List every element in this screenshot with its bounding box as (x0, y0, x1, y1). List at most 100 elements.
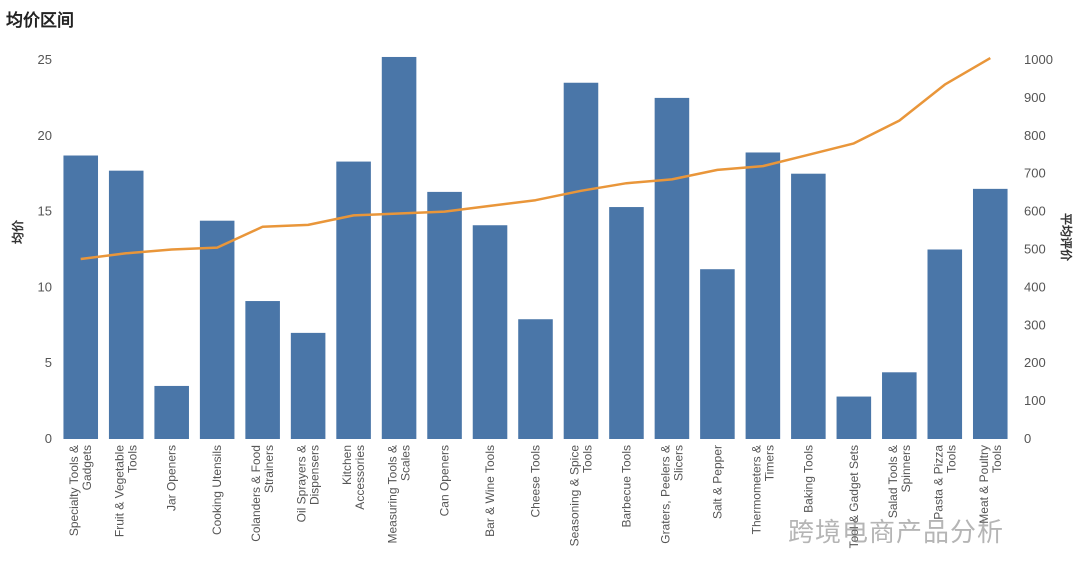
left-tick-label: 0 (45, 431, 52, 446)
category-label-14: Salt & Pepper (710, 445, 724, 519)
bar-9 (472, 225, 508, 439)
left-tick-label: 10 (38, 279, 52, 294)
category-label-line: Seasoning & Spice (568, 445, 582, 547)
bar-12 (609, 207, 644, 439)
category-label-line: Salad Tools & (886, 445, 900, 518)
category-label-line: Tools (944, 445, 958, 473)
category-label-line: Tools (581, 445, 595, 473)
right-tick-label: 300 (1024, 317, 1046, 332)
left-tick-label: 5 (45, 355, 52, 370)
category-label-line: Accessories (353, 445, 367, 510)
category-label-19: Pasta & Pizza Tools (931, 445, 958, 520)
category-label-line: Tools (990, 445, 1004, 473)
right-tick-label: 200 (1024, 355, 1046, 370)
category-label-0: Specialty Tools & Gadgets (67, 445, 94, 536)
category-label-8: Can Openers (438, 445, 452, 516)
category-label-17: Tool & Gadget Sets (847, 445, 861, 548)
bar-17 (836, 396, 872, 439)
category-label-20: Meat & Poultry Tools (977, 445, 1004, 524)
category-label-line: Dispensers (308, 445, 322, 505)
category-label-line: Spinners (899, 445, 913, 492)
category-labels: Specialty Tools & Gadgets Fruit & Vegetabl… (67, 445, 1004, 549)
category-label-line: Cheese Tools (529, 445, 543, 518)
bar-20 (972, 188, 1008, 439)
category-label-11: Seasoning & Spice Tools (568, 445, 595, 547)
bar-19 (927, 249, 963, 439)
bar-10 (518, 319, 553, 439)
category-label-line: Timers (762, 445, 776, 481)
bar-6 (336, 161, 371, 439)
category-label-line: Strainers (262, 445, 276, 493)
category-label-7: Measuring Tools & Scales (386, 445, 413, 544)
bar-0 (63, 155, 99, 439)
category-label-line: Thermometers & (749, 445, 763, 534)
category-label-line: Meat & Poultry (977, 445, 991, 524)
left-tick-label: 15 (38, 204, 52, 219)
right-tick-label: 800 (1024, 128, 1046, 143)
right-tick-label: 900 (1024, 90, 1046, 105)
right-tick-label: 500 (1024, 242, 1046, 257)
category-label-line: Cooking Utensils (210, 445, 224, 535)
right-tick-label: 1000 (1024, 52, 1053, 67)
bar-8 (427, 191, 462, 439)
right-tick-label: 0 (1024, 431, 1031, 446)
line-series (80, 57, 991, 261)
left-axis-title: 均价 (10, 219, 25, 244)
right-tick-label: 100 (1024, 393, 1046, 408)
bar-series (63, 56, 1008, 440)
bar-13 (654, 97, 690, 440)
category-label-line: Tools (126, 445, 140, 473)
category-label-16: Baking Tools (801, 445, 815, 513)
category-label-18: Salad Tools & Spinners (886, 445, 913, 518)
category-label-line: Graters, Peelers & (658, 445, 672, 544)
category-label-1: Fruit & Vegetable Tools (113, 445, 140, 537)
bar-11 (563, 82, 599, 440)
category-label-13: Graters, Peelers & Slicers (658, 445, 685, 544)
category-label-line: Barbecue Tools (620, 445, 634, 528)
category-label-line: Measuring Tools & (386, 445, 400, 544)
average-rating-line (80, 57, 991, 261)
category-label-9: Bar & Wine Tools (483, 445, 497, 537)
bar-5 (290, 332, 326, 439)
bar-3 (199, 220, 235, 439)
watermark: 跨境电商产品分析 (788, 518, 1005, 548)
category-label-line: Colanders & Food (249, 445, 263, 542)
left-tick-label: 25 (38, 52, 52, 67)
right-tick-label: 400 (1024, 279, 1046, 294)
bar-18 (882, 372, 917, 439)
right-tick-label: 700 (1024, 166, 1046, 181)
category-label-10: Cheese Tools (529, 445, 543, 518)
category-label-line: Gadgets (80, 445, 94, 490)
category-label-4: Colanders & Food Strainers (249, 445, 276, 542)
category-label-12: Barbecue Tools (620, 445, 634, 528)
category-label-line: Tool & Gadget Sets (847, 445, 861, 548)
bar-15 (745, 152, 781, 439)
category-label-line: Specialty Tools & (67, 445, 81, 536)
category-label-line: Kitchen (340, 445, 354, 485)
category-label-line: Salt & Pepper (710, 445, 724, 519)
bar-7 (381, 56, 417, 440)
category-label-3: Cooking Utensils (210, 445, 224, 535)
category-label-line: Pasta & Pizza (931, 445, 945, 520)
category-label-line: Slicers (671, 445, 685, 481)
category-label-15: Thermometers & Timers (749, 445, 776, 534)
bar-1 (108, 170, 144, 439)
right-axis-ticks: 0 100 200 300 400 500 600 700 800 900 1000 (1024, 52, 1053, 446)
right-axis-title: 平均评价 (1059, 213, 1074, 262)
category-label-2: Jar Openers (165, 445, 179, 511)
right-tick-label: 600 (1024, 204, 1046, 219)
category-label-6: Kitchen Accessories (340, 445, 367, 510)
bar-2 (154, 385, 189, 439)
category-label-line: Fruit & Vegetable (113, 445, 127, 537)
bar-16 (791, 173, 826, 439)
category-label-line: Baking Tools (801, 445, 815, 513)
left-axis-ticks: 0 5 10 15 20 25 (38, 52, 52, 446)
bar-14 (700, 269, 735, 439)
category-label-line: Scales (399, 445, 413, 481)
category-label-line: Can Openers (438, 445, 452, 516)
bar-4 (245, 301, 280, 439)
category-label-line: Oil Sprayers & (295, 445, 309, 522)
chart-title: 均价区间 (6, 11, 74, 31)
category-label-5: Oil Sprayers & Dispensers (295, 445, 322, 522)
